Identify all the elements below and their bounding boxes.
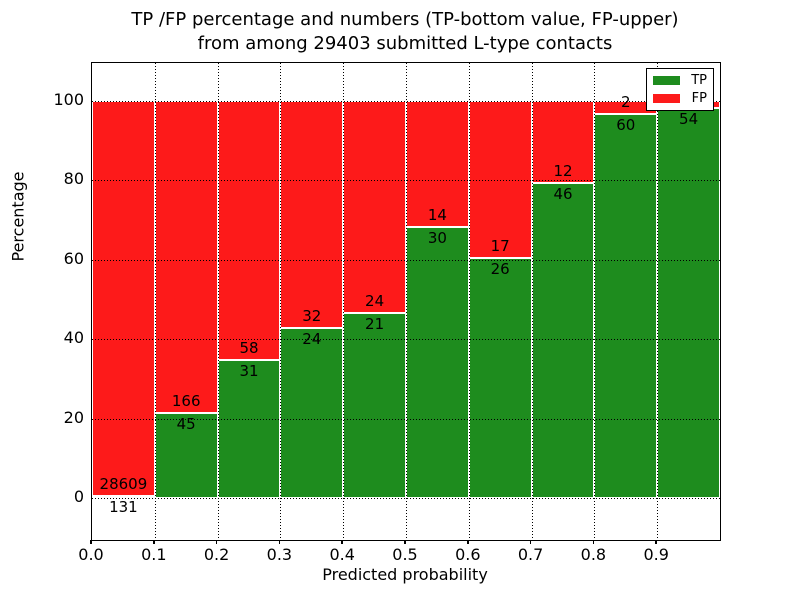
fp-count-label: 2 xyxy=(621,92,631,111)
fp-bar-segment xyxy=(280,101,344,328)
fp-count-label: 166 xyxy=(171,392,201,411)
y-tick-label: 20 xyxy=(63,407,84,427)
fp-count-label: 24 xyxy=(365,291,385,310)
tp-bar-segment xyxy=(217,359,281,498)
tp-swatch-icon xyxy=(653,76,680,86)
fp-count-label: 17 xyxy=(490,236,510,255)
x-tick-label: 0.3 xyxy=(266,545,293,564)
v-gridline xyxy=(280,63,282,540)
y-tick-label: 100 xyxy=(53,90,84,110)
y-tick-label: 40 xyxy=(63,328,84,348)
x-tick-label: 0.1 xyxy=(141,545,167,564)
y-tick-label: 0 xyxy=(73,486,84,506)
tp-bar-segment xyxy=(280,327,344,498)
fp-bar-segment xyxy=(92,101,155,497)
bar-annotations-layer: 28609 131 166 45 58 31 32 24 24 21 14 30 17 26 12 46 2 60… xyxy=(92,63,720,540)
tp-count-label: 31 xyxy=(239,361,259,380)
fp-bar-segment xyxy=(406,101,469,228)
chart-title: TP /FP percentage and numbers (TP-bottom… xyxy=(91,8,719,56)
v-gridline xyxy=(343,63,345,540)
x-tick-label: 0.2 xyxy=(203,545,230,564)
v-gridline xyxy=(531,63,533,540)
fp-bar-segment xyxy=(154,101,218,414)
x-tick-label: 0.8 xyxy=(580,545,607,564)
x-tick-label: 0.4 xyxy=(329,545,355,564)
fp-swatch-icon xyxy=(653,93,680,103)
tp-bar-segment xyxy=(343,312,406,498)
fp-count-label: 32 xyxy=(302,306,322,325)
tp-bar-segment xyxy=(92,496,155,499)
fp-bar-segment xyxy=(531,101,595,184)
legend-item-fp: FP xyxy=(653,91,707,105)
tp-count-label: 46 xyxy=(553,185,573,204)
tp-bar-segment xyxy=(531,183,595,498)
legend-label-fp: FP xyxy=(691,90,707,106)
tp-bar-segment xyxy=(657,108,720,498)
tp-count-label: 131 xyxy=(109,498,138,517)
x-tick-mark xyxy=(278,540,281,544)
v-gridline xyxy=(657,63,659,540)
x-axis-label: Predicted probability xyxy=(322,565,488,584)
chart-title-line-2: from among 29403 submitted L-type contac… xyxy=(197,33,613,54)
x-tick-mark xyxy=(404,540,406,544)
x-tick-label: 0.5 xyxy=(392,545,418,564)
tp-count-label: 60 xyxy=(616,115,636,134)
v-gridline xyxy=(594,63,596,540)
tp-count-label: 21 xyxy=(365,314,385,333)
y-tick-label: 80 xyxy=(63,169,84,189)
fp-count-label: 12 xyxy=(553,162,573,181)
x-tick-mark xyxy=(215,540,218,544)
v-gridline xyxy=(468,63,470,540)
legend: TP FP xyxy=(646,68,714,111)
gridlines-layer xyxy=(92,63,720,540)
bars-layer xyxy=(92,63,720,540)
fp-bar-segment xyxy=(468,101,532,258)
fp-count-label: 14 xyxy=(427,206,447,225)
y-axis-label: Percentage xyxy=(8,171,28,262)
tp-count-label: 24 xyxy=(302,329,322,348)
tp-count-label: 26 xyxy=(490,259,510,278)
legend-item-tp: TP xyxy=(653,74,707,88)
x-tick-mark xyxy=(153,540,155,544)
fp-count-label: 58 xyxy=(239,338,259,357)
v-gridline xyxy=(406,63,407,540)
x-tick-mark xyxy=(592,540,595,544)
tp-bar-segment xyxy=(594,113,658,498)
fp-count-label: 28609 xyxy=(99,475,148,494)
plot-area: 28609 131 166 45 58 31 32 24 24 21 14 30 17 26 12 46 2 60… xyxy=(91,62,721,541)
x-tick-label: 0.7 xyxy=(517,545,544,564)
x-tick-mark xyxy=(655,540,657,544)
x-tick-mark xyxy=(90,540,92,544)
legend-label-tp: TP xyxy=(691,73,707,89)
v-gridline xyxy=(154,63,156,540)
y-tick-label: 60 xyxy=(63,248,84,268)
x-tick-mark xyxy=(467,540,469,544)
tp-count-label: 54 xyxy=(679,110,699,129)
tp-count-label: 45 xyxy=(176,415,196,434)
x-tick-label: 0.6 xyxy=(455,545,481,564)
v-gridline xyxy=(217,63,219,540)
x-tick-mark xyxy=(529,540,532,544)
chart-title-line-1: TP /FP percentage and numbers (TP-bottom… xyxy=(131,9,679,30)
x-tick-mark xyxy=(341,540,343,544)
x-tick-label: 0.9 xyxy=(643,545,669,564)
x-tick-label: 0.0 xyxy=(78,545,104,564)
fp-bar-segment xyxy=(343,101,406,313)
tp-count-label: 30 xyxy=(427,229,447,248)
